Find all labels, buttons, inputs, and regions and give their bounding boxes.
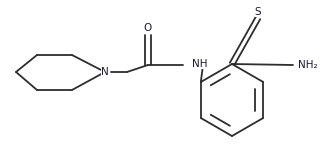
- Text: O: O: [144, 23, 152, 33]
- Text: S: S: [255, 7, 261, 17]
- Text: NH₂: NH₂: [298, 60, 318, 70]
- Text: NH: NH: [192, 59, 208, 69]
- Text: N: N: [101, 67, 109, 77]
